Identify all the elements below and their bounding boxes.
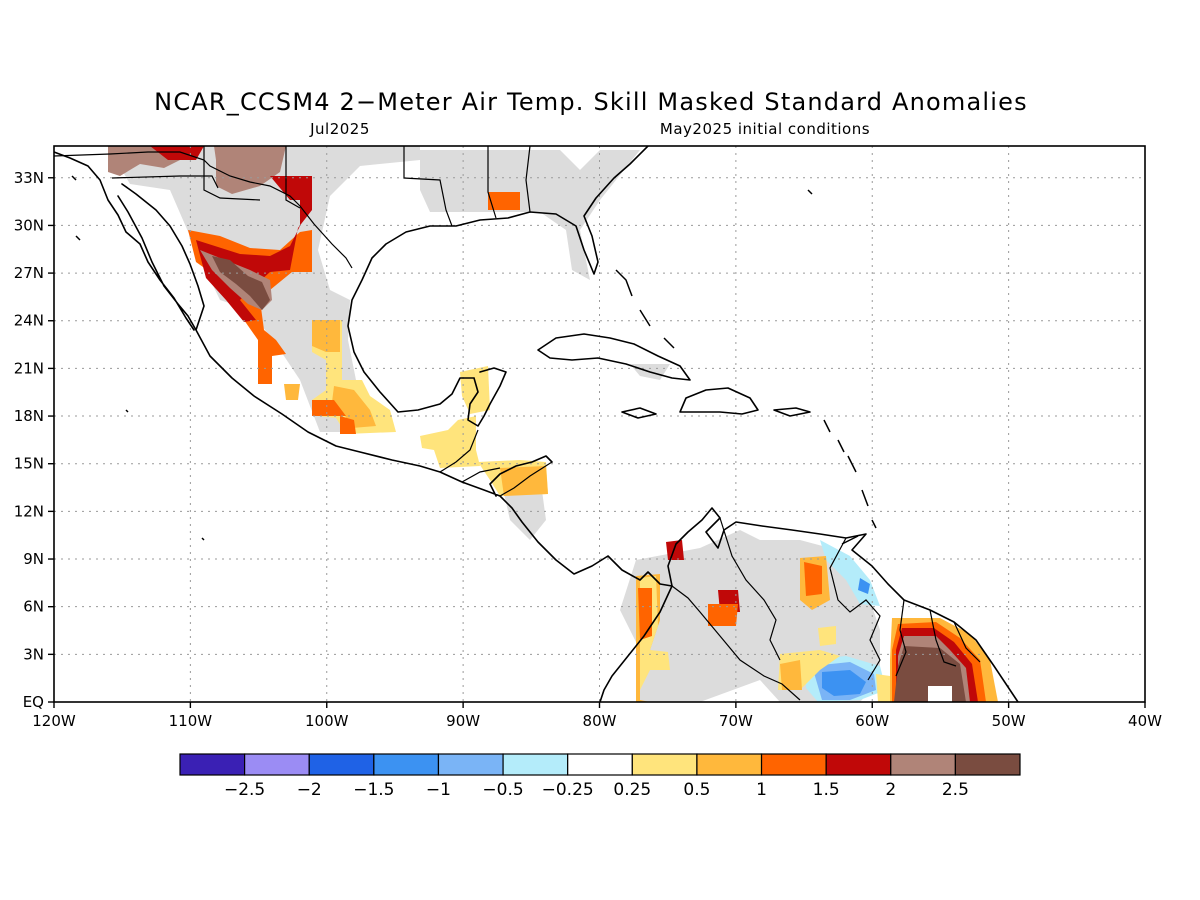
anomaly-region xyxy=(340,416,356,434)
anomaly-region xyxy=(638,588,652,640)
colorbar-swatch xyxy=(760,753,827,776)
coastline-puerto-rico xyxy=(773,407,811,417)
anomaly-region xyxy=(666,540,684,560)
colorbar-swatch xyxy=(696,753,763,776)
lon-tick-label: 100W xyxy=(305,712,349,730)
lat-tick-label: 18N xyxy=(14,407,44,425)
figure-title: NCAR_CCSM4 2−Meter Air Temp. Skill Maske… xyxy=(154,88,1028,116)
anomaly-region xyxy=(804,562,822,596)
anomaly-fields xyxy=(108,146,998,702)
anomaly-region xyxy=(708,604,738,626)
map-area xyxy=(54,146,1145,702)
anomaly-region xyxy=(312,400,346,416)
graticule xyxy=(54,146,1145,702)
colorbar-swatch xyxy=(825,753,892,776)
colorbar-swatch xyxy=(437,753,504,776)
country-borders xyxy=(54,146,981,701)
anomaly-region xyxy=(818,626,836,646)
lat-tick-label: 9N xyxy=(23,550,44,568)
colorbar-swatch xyxy=(244,753,310,776)
lon-tick-label: 40W xyxy=(1128,712,1162,730)
small-islands xyxy=(71,175,877,545)
colorbar-label: −1.5 xyxy=(353,780,394,800)
anomaly-region xyxy=(214,146,286,194)
lat-tick-label: 24N xyxy=(14,312,44,330)
coastline-north-central-america xyxy=(54,146,673,587)
anomaly-region xyxy=(150,146,204,160)
lat-tick-label: 12N xyxy=(14,502,44,520)
anomaly-region xyxy=(928,686,952,702)
anomaly-region xyxy=(212,256,270,310)
lon-tick-label: 60W xyxy=(855,712,889,730)
lat-tick-label: 30N xyxy=(14,216,44,234)
colorbar-swatch xyxy=(179,753,246,776)
lat-tick-label: 27N xyxy=(14,264,44,282)
anomaly-region xyxy=(460,366,490,414)
lat-tick-label: 21N xyxy=(14,359,44,377)
colorbar-label: 0.5 xyxy=(683,780,710,800)
lon-tick-label: 80W xyxy=(583,712,617,730)
colorbar-swatch xyxy=(631,753,698,776)
coastline-cuba xyxy=(537,333,691,381)
colorbar-label: 2.5 xyxy=(942,780,969,800)
valid-month-label: Jul2025 xyxy=(309,120,370,138)
anomaly-region xyxy=(488,192,520,210)
lon-tick-label: 50W xyxy=(992,712,1026,730)
initial-conditions-label: May2025 initial conditions xyxy=(660,120,870,138)
axis-ticks: 120W 110W 100W 90W 80W 70W 60W 50W 40W 33N 30N 27N 2… xyxy=(14,169,1162,730)
colorbar-label: −2.5 xyxy=(224,780,265,800)
colorbar-label: −0.5 xyxy=(482,780,523,800)
lat-tick-label: 6N xyxy=(23,598,44,616)
colorbar-swatch xyxy=(567,753,633,776)
coastline-jamaica xyxy=(621,407,657,419)
anomaly-region xyxy=(270,176,312,200)
anomaly-region xyxy=(420,416,480,468)
coastline-south-america xyxy=(599,507,1019,702)
anomaly-region xyxy=(858,578,870,594)
anomaly-region xyxy=(780,660,802,690)
lat-tick-label: 15N xyxy=(14,455,44,473)
lat-tick-label: 33N xyxy=(14,169,44,187)
anomaly-region xyxy=(822,670,866,696)
colorbar-label: −0.25 xyxy=(542,780,594,800)
colorbar-label: −2 xyxy=(297,780,322,800)
lat-tick-label: EQ xyxy=(23,693,44,711)
lon-tick-label: 120W xyxy=(32,712,76,730)
colorbar-swatch xyxy=(373,753,440,776)
colorbar-label: 2 xyxy=(885,780,896,800)
anomaly-region xyxy=(312,320,340,352)
coastlines-and-borders xyxy=(54,146,1019,702)
anomaly-region xyxy=(876,674,892,702)
colorbar-label: 0.25 xyxy=(613,780,651,800)
lon-tick-label: 70W xyxy=(719,712,753,730)
colorbar-swatch xyxy=(890,753,956,776)
lat-tick-label: 3N xyxy=(23,645,44,663)
colorbar-swatch xyxy=(308,753,375,776)
anomaly-region xyxy=(332,386,376,428)
anomaly-region xyxy=(284,384,300,400)
anomaly-region xyxy=(420,150,640,280)
colorbar-label: −1 xyxy=(426,780,451,800)
colorbar-label: 1 xyxy=(756,780,767,800)
colorbar-swatch xyxy=(502,753,569,776)
lon-tick-label: 110W xyxy=(169,712,213,730)
colorbar-swatch xyxy=(954,753,1021,776)
colorbar: −2.5 −2 −1.5 −1 −0.5 −0.25 0.25 0.5 1 1.5 2 2.5 xyxy=(179,753,1021,800)
coastline-hispaniola xyxy=(679,387,759,415)
colorbar-label: 1.5 xyxy=(813,780,840,800)
anomaly-region xyxy=(196,176,312,322)
lon-tick-label: 90W xyxy=(446,712,480,730)
